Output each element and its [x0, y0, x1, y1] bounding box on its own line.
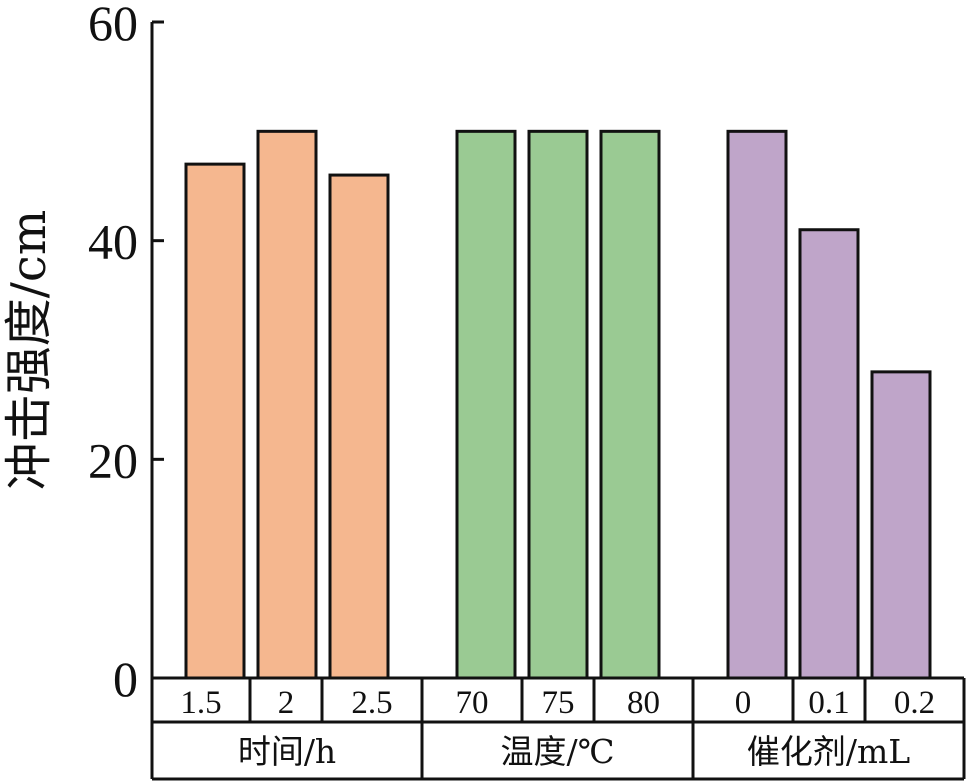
bar: [726, 129, 788, 680]
bar: [455, 129, 517, 680]
bar: [527, 129, 589, 680]
x-category-label: 80: [627, 685, 660, 721]
x-category-label: 2.5: [351, 685, 392, 721]
x-category-label: 2: [278, 685, 295, 721]
bar: [870, 370, 932, 680]
x-group-label: 催化剂/mL: [747, 732, 910, 771]
category-table: 1.5 2 2.5 时间/h 70 75 80 温度/℃ 0 0.1 0.2 催化剂/mL: [150, 676, 966, 781]
x-category-label: 1.5: [180, 685, 221, 721]
x-category-label: 75: [542, 685, 575, 721]
y-axis-label: 冲击强度/cm: [1, 210, 57, 491]
bar: [328, 173, 390, 680]
y-tick-label: 20: [88, 432, 138, 488]
x-category-label: 0: [735, 685, 752, 721]
bar: [599, 129, 661, 680]
bar: [184, 162, 246, 680]
x-group-label: 温度/℃: [500, 732, 614, 771]
y-axis: 0 20 40 60: [88, 0, 164, 707]
x-category-label: 0.2: [894, 685, 935, 721]
bar: [798, 228, 860, 680]
x-category-label: 70: [456, 685, 489, 721]
bar: [256, 129, 318, 680]
y-tick-label: 0: [113, 651, 138, 707]
y-tick-label: 40: [88, 214, 138, 270]
x-category-label: 0.1: [808, 685, 849, 721]
x-group-label: 时间/h: [238, 732, 336, 771]
y-tick-label: 60: [88, 0, 138, 51]
bars: [184, 129, 932, 680]
